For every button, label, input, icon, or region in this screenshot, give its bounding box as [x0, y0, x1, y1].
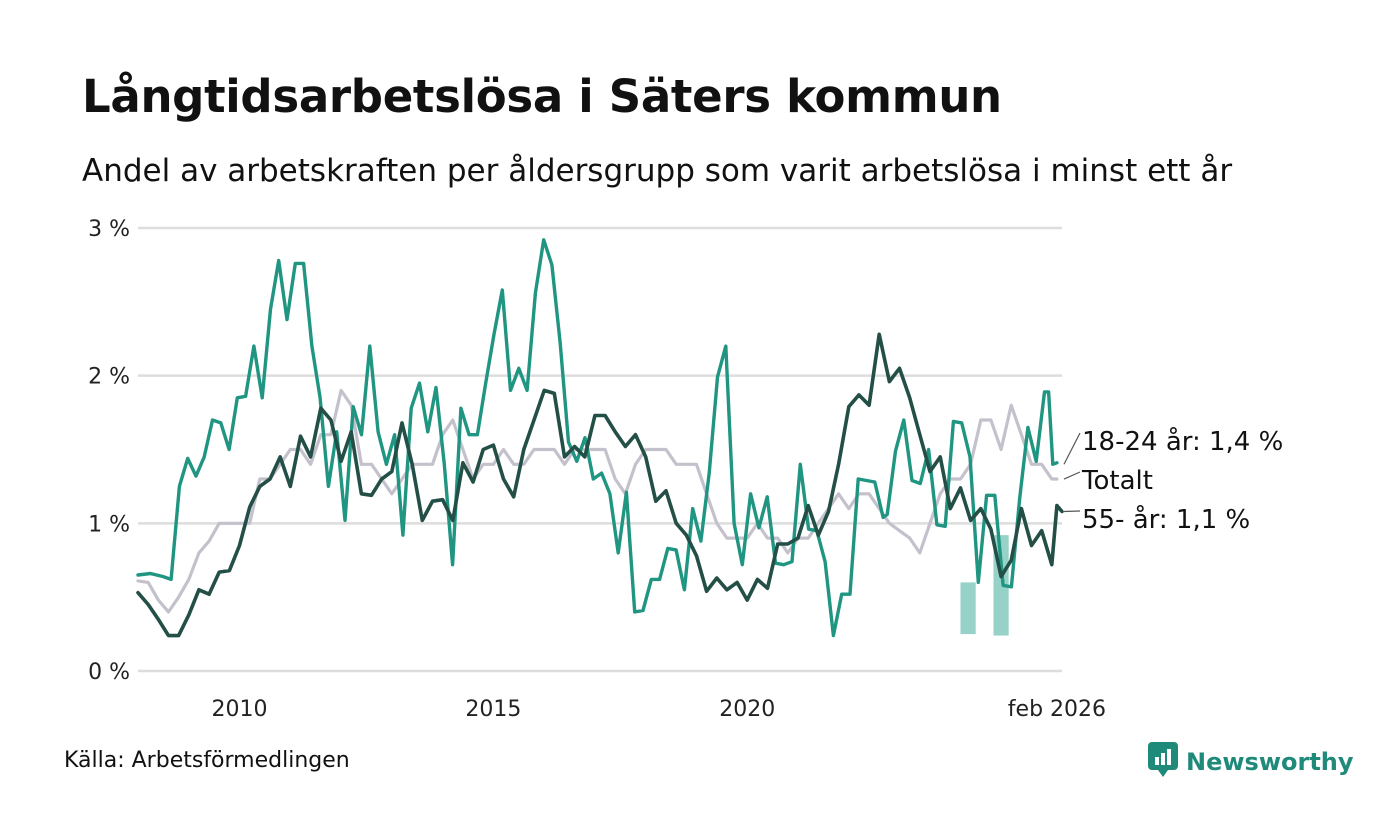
end-label-2: 55- år: 1,1 % [1082, 504, 1250, 535]
y-tick-label-1: 1 % [88, 512, 130, 537]
y-tick-label-0: 0 % [88, 660, 130, 685]
end-label-leader-1 [1063, 432, 1081, 465]
series-line-55-r [136, 332, 1064, 638]
series-line-totalt [136, 388, 1059, 614]
chart-title: Långtidsarbetslösa i Säters kommun [82, 70, 1002, 123]
source-note: Källa: Arbetsförmedlingen [64, 748, 350, 773]
end-labels: 18-24 år: 1,4 % Totalt 55- år: 1,1 % [1063, 426, 1283, 535]
end-label-leader-0 [1063, 471, 1081, 480]
newsworthy-logo[interactable]: Newsworthy [1148, 742, 1354, 782]
brand-name: Newsworthy [1186, 748, 1354, 776]
x-tick-label-0: 2010 [212, 697, 268, 722]
x-tick-label-2: 2020 [719, 697, 775, 722]
y-tick-label-3: 3 % [88, 217, 130, 242]
end-label-leader-2 [1063, 510, 1081, 513]
x-tick-label-3: feb 2026 [1008, 697, 1106, 722]
series-line-18-24-r [136, 238, 1059, 638]
x-tick-label-1: 2015 [465, 697, 521, 722]
axis-labels: 0 % 1 % 2 % 3 % 2010 2015 2020 feb 2026 [88, 217, 1106, 722]
newsworthy-logo-icon [1148, 742, 1178, 782]
end-label-0: Totalt [1081, 466, 1153, 496]
chart-subtitle: Andel av arbetskraften per åldersgrupp s… [82, 153, 1233, 189]
series-layer [136, 238, 1064, 638]
grid [138, 226, 1062, 673]
end-label-1: 18-24 år: 1,4 % [1082, 426, 1283, 457]
uncertainty-band-0 [960, 582, 976, 635]
y-tick-label-2: 2 % [88, 365, 130, 390]
